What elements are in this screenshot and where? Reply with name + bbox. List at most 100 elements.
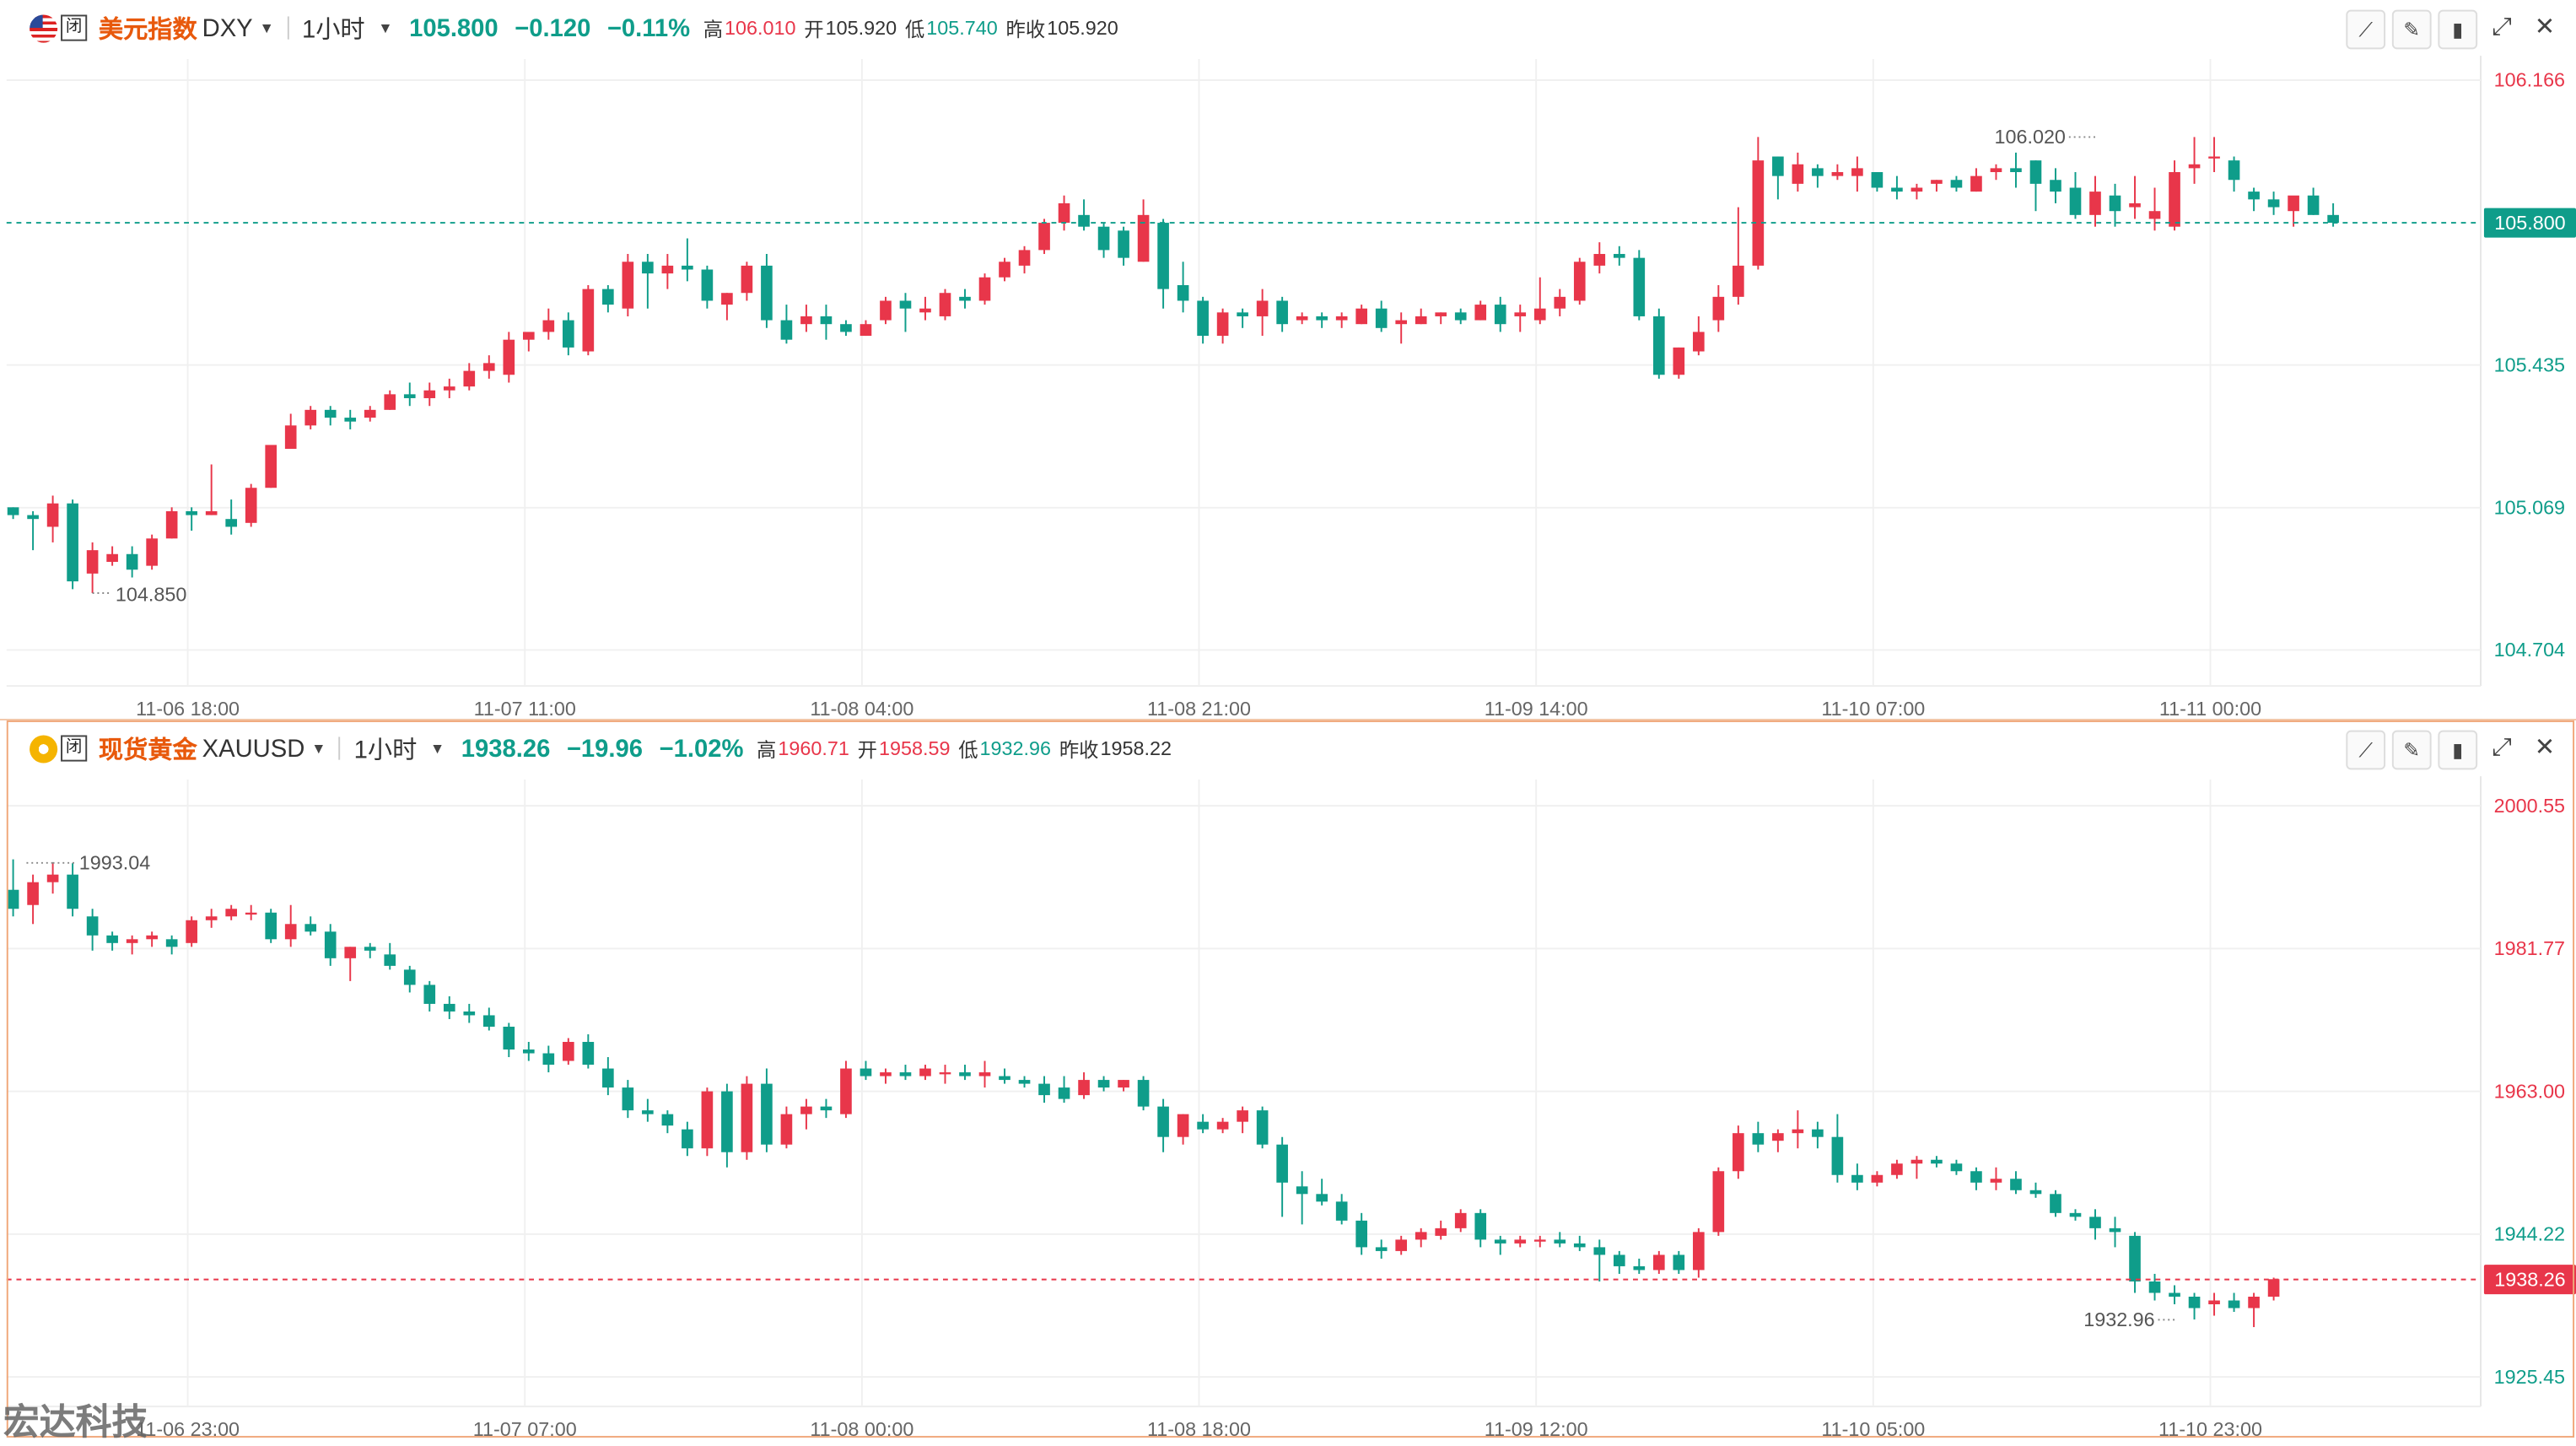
timeframe-select[interactable]: 1小时 [301, 15, 365, 44]
prev-close-label: 昨收 [1059, 737, 1099, 761]
candle-body [522, 1049, 535, 1054]
candle-body [284, 924, 297, 940]
expand-icon[interactable]: ⤢ [2492, 733, 2513, 762]
candle-body [978, 1072, 991, 1076]
candle-body [463, 1011, 476, 1016]
low-label: 低 [958, 737, 978, 761]
candle-body [642, 262, 654, 274]
timeframe-select[interactable]: 1小时 [353, 736, 418, 764]
candle-body [423, 390, 436, 398]
candle-body [721, 1091, 733, 1152]
line-tool-icon[interactable]: ⟋ [2346, 9, 2386, 50]
high-label: 高 [703, 17, 724, 40]
pencil-icon[interactable]: ✎ [2391, 9, 2432, 50]
candle-body [2228, 160, 2240, 181]
candle-body [1197, 300, 1209, 337]
price-change-pct: −1.02% [659, 734, 744, 763]
symbol-dropdown-icon[interactable]: ▼ [311, 740, 326, 757]
candle-body [1970, 1171, 1982, 1183]
instrument-name[interactable]: 美元指数 [98, 15, 197, 44]
candle-body [86, 916, 99, 936]
y-tick-label: 1944.22 [2494, 1223, 2565, 1245]
candles-icon[interactable]: ▮ [2438, 9, 2478, 50]
candle-body [1276, 300, 1288, 325]
candle-body [2010, 1179, 2022, 1190]
timeframe-dropdown-icon[interactable]: ▼ [429, 740, 445, 757]
instrument-symbol[interactable]: DXY [202, 13, 253, 42]
candle-body [1097, 226, 1110, 251]
candle-body [344, 418, 357, 422]
price-change-pct: −0.11% [606, 13, 691, 42]
candle-body [1792, 1129, 1804, 1134]
candle-body [602, 1068, 614, 1088]
xauusd-header: 闭 现货黄金 XAUUSD ▼ 1小时 ▼ 1938.26 −19.96 −1.… [0, 720, 2576, 776]
candle-body [1316, 316, 1328, 321]
min-annotation-label: 1932.96 [2083, 1308, 2154, 1330]
candle-body [443, 386, 455, 391]
price-change: −19.96 [566, 734, 644, 763]
candle-body [1177, 284, 1189, 301]
line-tool-icon[interactable]: ⟋ [2346, 730, 2386, 770]
candle-body [1355, 1220, 1367, 1248]
xauusd-panel: 闭 现货黄金 XAUUSD ▼ 1小时 ▼ 1938.26 −19.96 −1.… [0, 719, 2576, 1441]
candle-body [1673, 1254, 1685, 1271]
market-closed-icon: 闭 [61, 735, 88, 762]
candle-body [1177, 1114, 1189, 1137]
candle-body [1078, 1080, 1090, 1096]
candle-body [2010, 168, 2022, 173]
current-price-tag [2483, 208, 2576, 238]
candle-body [165, 510, 178, 539]
instrument-name[interactable]: 现货黄金 [98, 736, 197, 764]
candle-body [1613, 1254, 1625, 1266]
instrument-symbol[interactable]: XAUUSD [202, 734, 305, 763]
candle-body [2029, 1190, 2042, 1195]
candle-body [27, 882, 39, 905]
candle-body [959, 1072, 971, 1076]
candle-body [1256, 300, 1269, 316]
open-value: 105.920 [825, 16, 897, 40]
candle-body [205, 510, 218, 515]
x-tick-label: 11-06 18:00 [136, 698, 240, 719]
candle-body [1970, 175, 1982, 192]
dxy-chart[interactable]: 106.166 105.435 105.069 104.704 11-06 18:00 1… [0, 0, 2576, 719]
x-tick-label: 11-10 23:00 [2158, 1418, 2262, 1440]
pencil-icon[interactable]: ✎ [2391, 730, 2432, 770]
candle-body [542, 1053, 555, 1066]
y-tick-label: 106.166 [2494, 69, 2565, 91]
expand-icon[interactable]: ⤢ [2492, 13, 2513, 41]
timeframe-dropdown-icon[interactable]: ▼ [378, 19, 393, 36]
candle-body [820, 316, 833, 325]
candle-body [1118, 230, 1129, 258]
candle-body [284, 425, 297, 450]
candle-body [840, 324, 852, 332]
candle-body [860, 1068, 872, 1076]
xauusd-chart[interactable]: 2000.55 1981.77 1963.00 1944.22 1925.45 11-06… [0, 720, 2576, 1441]
candle-body [503, 339, 515, 375]
candle-body [304, 924, 317, 932]
close-icon[interactable]: ✕ [2534, 13, 2556, 41]
candle-body [522, 332, 535, 340]
low-label: 低 [904, 17, 925, 40]
candle-body [1812, 1129, 1824, 1137]
candle-body [1097, 1080, 1110, 1088]
current-price-label: 1938.26 [2494, 1268, 2565, 1290]
min-annotation-label: 104.850 [116, 584, 186, 606]
gold-icon [30, 734, 58, 763]
divider [287, 16, 289, 40]
candle-body [1237, 312, 1248, 316]
max-annotation-label: 1993.04 [79, 852, 150, 874]
candle-body [1792, 164, 1804, 184]
candle-body [1375, 1247, 1388, 1251]
candle-body [939, 293, 951, 316]
candles-icon[interactable]: ▮ [2438, 730, 2478, 770]
candle-body [1891, 1163, 1903, 1175]
candle-body [2129, 1235, 2141, 1281]
candle-body [503, 1026, 515, 1050]
candle-body [1950, 180, 1963, 188]
candle-body [780, 1114, 793, 1145]
candle-body [999, 1076, 1010, 1081]
symbol-dropdown-icon[interactable]: ▼ [259, 19, 274, 36]
candle-body [1733, 265, 1744, 297]
close-icon[interactable]: ✕ [2534, 733, 2556, 762]
